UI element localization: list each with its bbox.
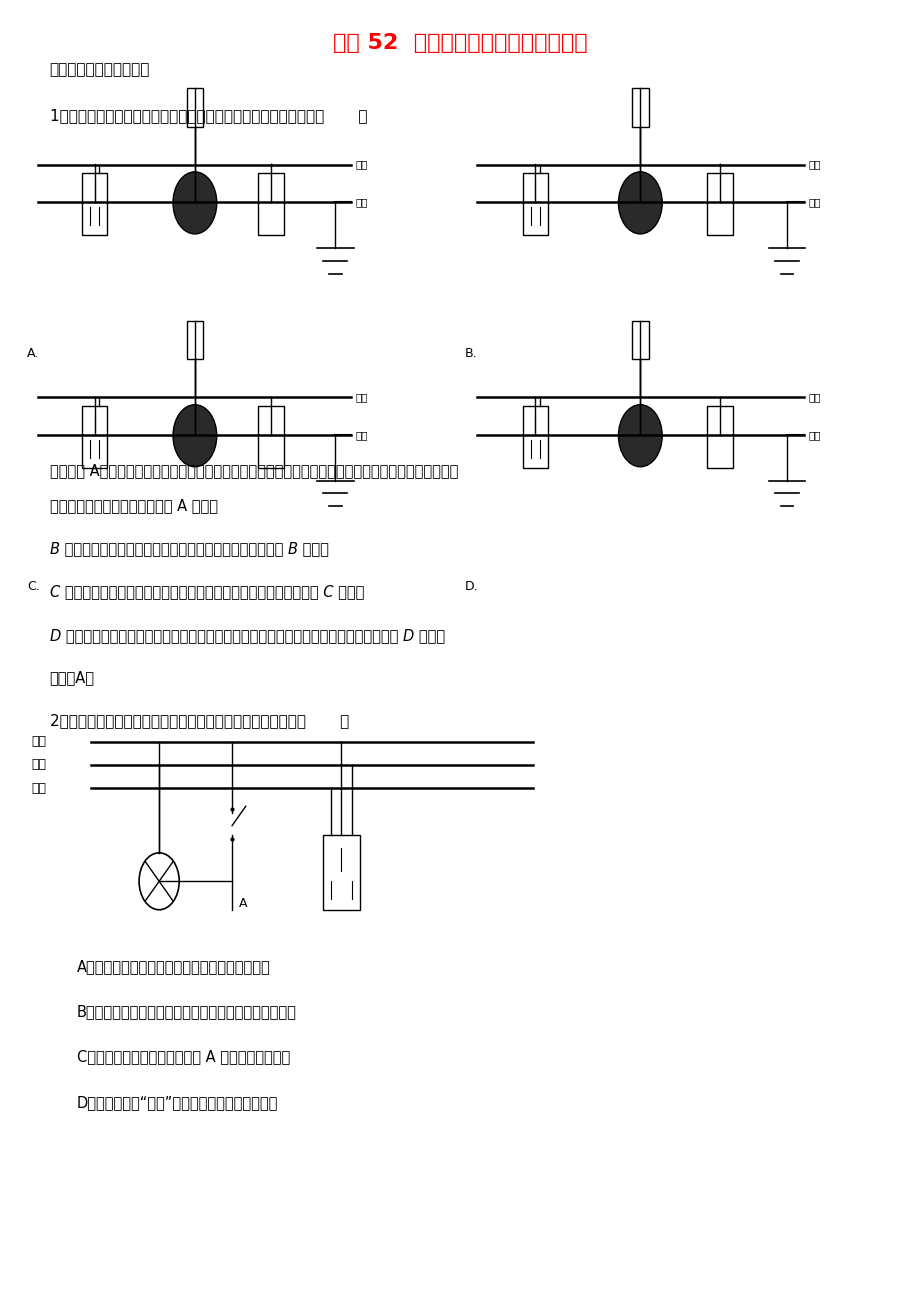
Text: 》解析《 A、三孔插座接法：左孔接零线，右孔接火线，上孔接地线；电灯的接法：火线首先进开关，再: 》解析《 A、三孔插座接法：左孔接零线，右孔接火线，上孔接地线；电灯的接法：火线… (50, 464, 458, 478)
Bar (258, 406, 284, 469)
Bar (631, 320, 648, 359)
Text: 地线: 地线 (31, 781, 47, 794)
Text: D 、地线接入三孔插座的左孔，零线接入三孔插座的上孔，地线接入电灯都是错误的，故 D 错误。: D 、地线接入三孔插座的左孔，零线接入三孔插座的上孔，地线接入电灯都是错误的，故… (50, 628, 445, 643)
Text: 零线: 零线 (31, 758, 47, 771)
Bar (258, 173, 284, 236)
Text: 易错点一家庭电路的连接: 易错点一家庭电路的连接 (50, 62, 150, 77)
Text: 故选：A。: 故选：A。 (50, 671, 95, 685)
Bar (522, 173, 548, 236)
Text: B.: B. (464, 346, 477, 359)
Text: 火线: 火线 (808, 392, 820, 402)
Bar (187, 87, 203, 126)
Text: C.: C. (27, 579, 40, 592)
Bar (187, 320, 203, 359)
Text: 零线: 零线 (808, 198, 820, 207)
Text: 入灯泡；零线直接接入灯泡，故 A 正确。: 入灯泡；零线直接接入灯泡，故 A 正确。 (50, 499, 218, 513)
Text: C．断开开关后，用试电笔接触 A 点时，氖管不发光: C．断开开关后，用试电笔接触 A 点时，氖管不发光 (77, 1049, 290, 1065)
Text: A．电冰筱接入三孔插座后，灯和电冰筱是串联的: A．电冰筱接入三孔插座后，灯和电冰筱是串联的 (77, 958, 270, 974)
Circle shape (173, 172, 217, 234)
Text: A: A (239, 897, 247, 910)
Text: B 、零线过开关进入电灯，火线直接接入电灯是错误的，故 B 错误。: B 、零线过开关进入电灯，火线直接接入电灯是错误的，故 B 错误。 (50, 542, 328, 556)
Text: 火线: 火线 (808, 160, 820, 169)
Text: D.: D. (464, 579, 478, 592)
Text: 火线: 火线 (356, 160, 368, 169)
Text: 火线: 火线 (31, 736, 47, 749)
Text: 专题 52  生活用电易错、疑难问题集训: 专题 52 生活用电易错、疑难问题集训 (333, 33, 586, 52)
Bar (707, 406, 732, 469)
Text: 零线: 零线 (808, 430, 820, 440)
Circle shape (173, 405, 217, 467)
Bar (323, 835, 359, 910)
Text: 零线: 零线 (356, 198, 368, 207)
Text: C 、火线接三孔插座的左孔，零线接三孔插座的右孔，接法错误，故 C 错误。: C 、火线接三孔插座的左孔，零线接三孔插座的右孔，接法错误，故 C 错误。 (50, 583, 364, 599)
Text: B．电冰筱接入三孔插座后，能使电冰筱的金属外壳接地: B．电冰筱接入三孔插座后，能使电冰筱的金属外壳接地 (77, 1004, 297, 1019)
Circle shape (618, 172, 662, 234)
Text: 火线: 火线 (356, 392, 368, 402)
Bar (631, 87, 648, 126)
Text: 1．在家庭电路中，如图所示的电灯、开关和插座的连线正确的是（       ）: 1．在家庭电路中，如图所示的电灯、开关和插座的连线正确的是（ ） (50, 108, 367, 122)
Bar (522, 406, 548, 469)
Text: 零线: 零线 (356, 430, 368, 440)
Bar (82, 173, 108, 236)
Text: 2．如图所示，关于家庭电路和安全用电，下列说法正确的是（       ）: 2．如图所示，关于家庭电路和安全用电，下列说法正确的是（ ） (50, 713, 348, 728)
Bar (707, 173, 732, 236)
Bar (82, 406, 108, 469)
Text: D．若空气开关“跳闸”，一定是电路的总功率过大: D．若空气开关“跳闸”，一定是电路的总功率过大 (77, 1095, 278, 1109)
Text: A.: A. (27, 346, 40, 359)
Circle shape (618, 405, 662, 467)
